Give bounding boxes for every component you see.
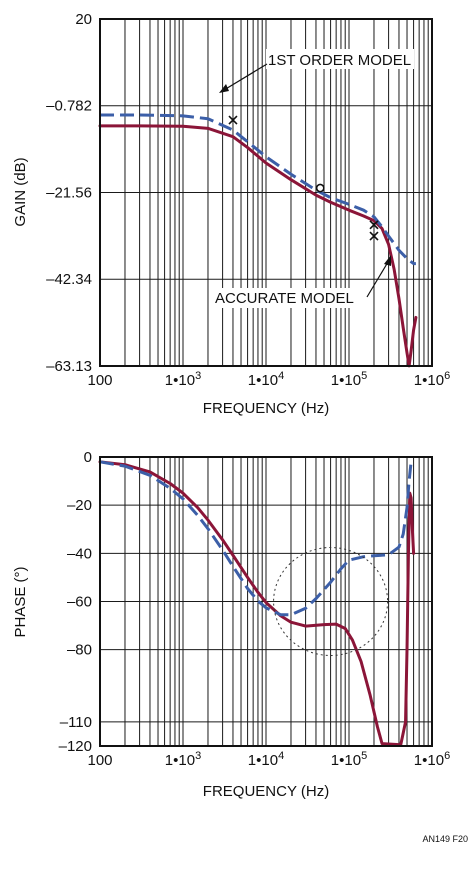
circle-marker xyxy=(315,183,325,193)
gain-y-axis-label: GAIN (dB) xyxy=(12,157,29,226)
y-tick-label: –110 xyxy=(60,714,92,731)
y-tick-label: –80 xyxy=(67,642,92,659)
gain-x-axis-label: FREQUENCY (Hz) xyxy=(203,400,329,417)
first-order-annotation-label: 1ST ORDER MODEL xyxy=(268,52,411,69)
x-tick-label: 1•105 xyxy=(331,370,367,389)
phase-plot-frame xyxy=(99,456,433,747)
x-tick-label: 1•104 xyxy=(248,750,284,769)
y-tick-label: –120 xyxy=(59,738,92,755)
x-tick-label: 1•106 xyxy=(414,370,450,389)
x-marker xyxy=(228,115,238,125)
y-tick-label: 0 xyxy=(84,449,92,466)
accurate-annotation-bg xyxy=(213,288,373,308)
x-marker xyxy=(369,231,379,241)
gain-y-tick-labels: 20 –0.782 –21.56 –42.34 –63.13 xyxy=(46,11,92,375)
gain-markers xyxy=(228,115,379,241)
phase-series xyxy=(98,458,416,747)
x-tick-label: 1•103 xyxy=(165,750,201,769)
y-tick-label: –21.56 xyxy=(46,184,92,201)
phase-x-axis-label: FREQUENCY (Hz) xyxy=(203,783,329,800)
y-tick-label: –63.13 xyxy=(46,358,92,375)
y-tick-label: –20 xyxy=(67,497,92,514)
x-tick-label: 100 xyxy=(87,752,112,769)
gain-plot-frame xyxy=(99,18,433,367)
accurate-annotation-arrowhead xyxy=(384,255,391,266)
gain-series xyxy=(98,113,418,368)
phase-x-tick-labels: 100 1•103 1•104 1•105 1•106 xyxy=(87,750,450,769)
first-order-annotation-bg xyxy=(266,49,414,69)
phase-ellipse xyxy=(273,547,389,656)
accurate-model-line xyxy=(98,460,416,747)
first-order-model-line xyxy=(100,113,416,266)
first-order-annotation-arrowhead xyxy=(219,84,229,93)
y-tick-label: –60 xyxy=(67,594,92,611)
y-tick-label: –40 xyxy=(67,545,92,562)
x-tick-label: 1•106 xyxy=(414,750,450,769)
accurate-annotation: ACCURATE MODEL xyxy=(213,255,391,308)
accurate-annotation-leader xyxy=(366,261,389,298)
x-marker xyxy=(369,220,379,230)
phase-y-axis-label: PHASE (°) xyxy=(12,566,29,637)
y-tick-label: –42.34 xyxy=(46,271,92,288)
y-tick-label: –0.782 xyxy=(46,98,92,115)
y-tick-label: 20 xyxy=(75,11,92,28)
accurate-annotation-label: ACCURATE MODEL xyxy=(215,290,354,307)
highlight-ellipse xyxy=(273,547,389,656)
x-tick-label: 100 xyxy=(87,372,112,389)
gain-chart: 20 –0.782 –21.56 –42.34 –63.13 100 1•103 1•104… xyxy=(12,11,450,417)
first-order-annotation-leader xyxy=(223,63,268,91)
x-tick-label: 1•103 xyxy=(165,370,201,389)
first-order-model-line xyxy=(99,458,415,617)
gain-grid xyxy=(100,19,432,366)
first-order-annotation: 1ST ORDER MODEL xyxy=(219,49,414,93)
figure-id: AN149 F20 xyxy=(422,834,468,844)
phase-chart: 0 –20 –40 –60 –80 –110 –120 100 1•103 1•104 1•105… xyxy=(12,449,450,800)
x-tick-label: 1•104 xyxy=(248,370,284,389)
phase-y-tick-labels: 0 –20 –40 –60 –80 –110 –120 xyxy=(59,449,92,755)
gain-x-tick-labels: 100 1•103 1•104 1•105 1•106 xyxy=(87,370,450,389)
accurate-model-line xyxy=(98,124,418,368)
x-tick-label: 1•105 xyxy=(331,750,367,769)
